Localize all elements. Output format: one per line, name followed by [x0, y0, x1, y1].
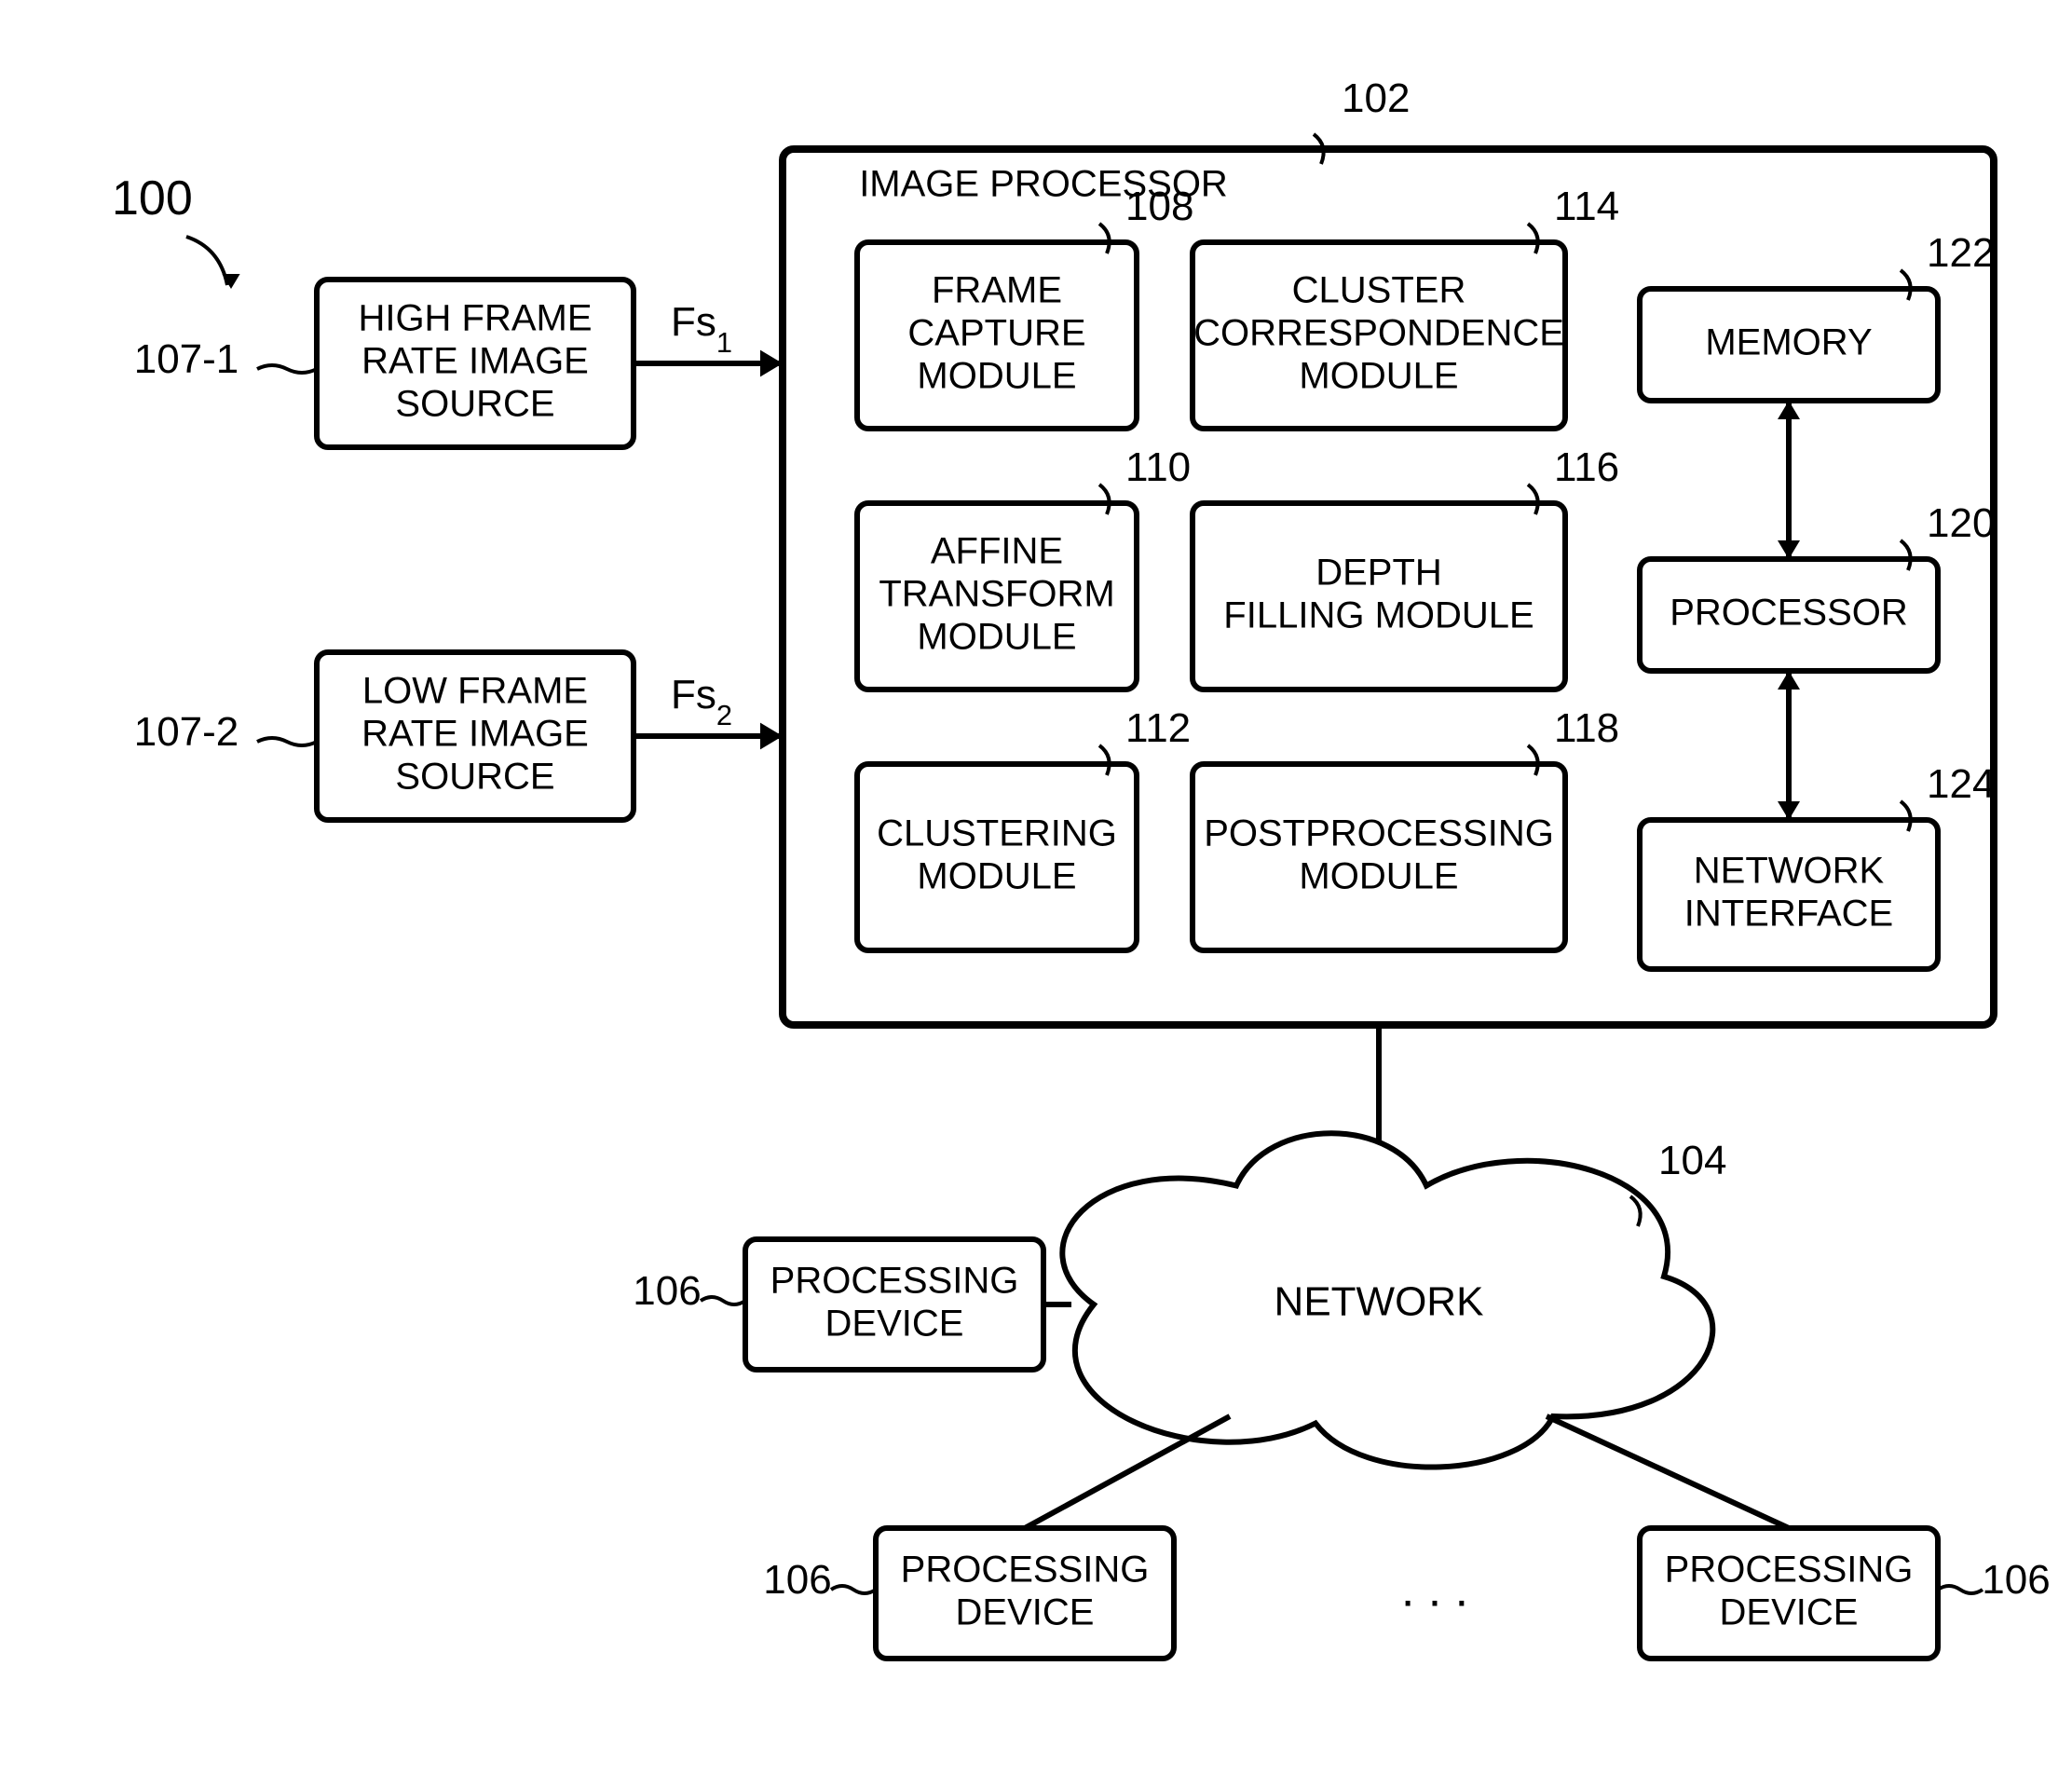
ref-124: 124 — [1927, 761, 1995, 807]
ref-hook — [1938, 1586, 1983, 1593]
label: RATE IMAGE — [361, 714, 589, 755]
connector — [1547, 1416, 1789, 1528]
label: DEVICE — [825, 1304, 964, 1345]
ref-106: 106 — [633, 1268, 701, 1314]
ref-hook — [257, 365, 317, 373]
label: MODULE — [1299, 856, 1458, 897]
label: FILLING MODULE — [1223, 595, 1534, 636]
label: PROCESSOR — [1670, 593, 1908, 634]
ref-122: 122 — [1927, 230, 1995, 276]
ref-hook — [257, 738, 317, 745]
fs-label: Fs1 — [671, 299, 732, 359]
ref-hook — [701, 1297, 745, 1304]
ref-112: 112 — [1125, 705, 1191, 751]
label: MODULE — [917, 617, 1076, 658]
label: DEPTH — [1315, 553, 1442, 594]
ref-120: 120 — [1927, 500, 1995, 546]
ref-106: 106 — [763, 1557, 831, 1603]
ref-107-1: 107-1 — [134, 336, 239, 382]
ref-hook — [186, 237, 227, 285]
label: SOURCE — [395, 384, 554, 425]
label: SOURCE — [395, 757, 554, 798]
ref-114: 114 — [1554, 184, 1619, 229]
label: NETWORK — [1694, 851, 1885, 892]
label: MODULE — [1299, 356, 1458, 397]
label: CLUSTER — [1292, 270, 1466, 311]
ref-107-2: 107-2 — [134, 709, 239, 755]
label: LOW FRAME — [362, 671, 588, 712]
label: FRAME — [932, 270, 1062, 311]
network-label: NETWORK — [1275, 1279, 1484, 1325]
ref-104: 104 — [1658, 1138, 1726, 1183]
ref-116: 116 — [1554, 444, 1619, 490]
label: TRANSFORM — [879, 574, 1114, 615]
label: DEVICE — [956, 1592, 1095, 1633]
label: INTERFACE — [1684, 894, 1893, 935]
label: CORRESPONDENCE — [1193, 313, 1564, 354]
connector — [1025, 1416, 1230, 1528]
label: CAPTURE — [907, 313, 1085, 354]
label: POSTPROCESSING — [1204, 813, 1554, 854]
label: RATE IMAGE — [361, 341, 589, 382]
label: PROCESSING — [1665, 1550, 1914, 1591]
label: HIGH FRAME — [358, 298, 592, 339]
ref-106: 106 — [1982, 1557, 2050, 1603]
label: MODULE — [917, 856, 1076, 897]
ref-118: 118 — [1554, 705, 1619, 751]
ref-hook — [831, 1586, 876, 1593]
ref-108: 108 — [1125, 184, 1193, 229]
ref-110: 110 — [1125, 444, 1191, 490]
label: AFFINE — [931, 531, 1063, 572]
label: DEVICE — [1720, 1592, 1859, 1633]
figure-ref: 100 — [112, 171, 193, 225]
label: MODULE — [917, 356, 1076, 397]
label: MEMORY — [1705, 322, 1872, 363]
ellipsis: . . . — [1401, 1564, 1468, 1618]
fs-label: Fs2 — [671, 672, 732, 731]
label: PROCESSING — [901, 1550, 1150, 1591]
label: PROCESSING — [770, 1261, 1019, 1302]
label: CLUSTERING — [877, 813, 1117, 854]
ref-102: 102 — [1342, 75, 1410, 121]
